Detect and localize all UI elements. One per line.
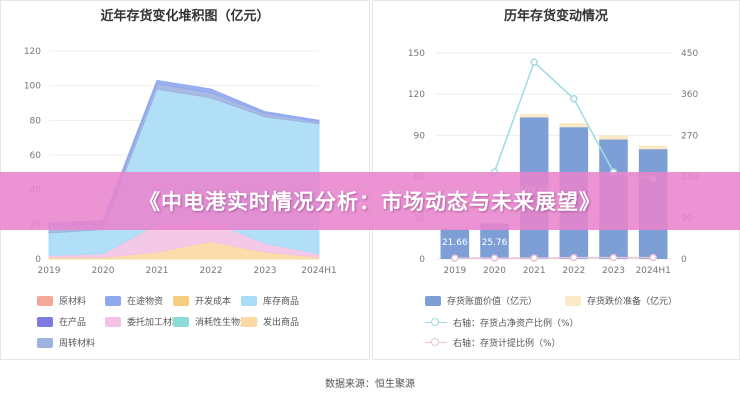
legend-label: 右轴：存货计提比例（%） [453,339,561,349]
bar-impairment [559,123,589,128]
line-point-provision_line [530,254,538,262]
legend-label: 消耗性生物资产 [195,318,259,328]
line-point-ratio_line [530,58,538,66]
y-tick-label: 100 [24,82,41,92]
bar-data-label: 25.76 [482,238,508,248]
legend-item-in_transit[interactable]: 在途物资 [105,294,163,307]
legend-swatch [425,317,447,328]
x-tick-label: 2023 [602,266,625,276]
x-tick-label: 2021 [523,266,546,276]
line-point-provision_line [570,253,578,262]
headline-banner-text: 《中电港实时情况分析：市场动态与未来展望》 [139,190,601,214]
legend-swatch [105,295,121,306]
y2-tick-label: 360 [681,90,698,100]
inventory-change-legend: 存货账面价值（亿元） 存货跌价准备（亿元） 右轴：存货占净资产比例（%） 右轴：存货计… [373,1,740,361]
legend-label: 右轴：存货占净资产比例（%） [453,319,579,329]
line-point-provision_line [490,254,499,262]
x-tick-label: 2024H1 [301,266,336,276]
legend-item-dev_cost[interactable]: 开发成本 [173,294,231,307]
legend-item-book_value[interactable]: 存货账面价值（亿元） [425,294,537,307]
legend-label: 开发成本 [195,297,232,307]
bar-impairment [519,113,549,118]
line-point-provision_line [649,253,657,262]
legend-item-consumable_bio[interactable]: 消耗性生物资产 [173,315,258,328]
chart-title-inventory-change: 历年存货变动情况 [503,9,608,24]
legend-swatch [241,316,257,327]
legend-label: 存货账面价值（亿元） [447,297,538,307]
legend-swatch [173,316,189,327]
legend-item-inventory_goods[interactable]: 库存商品 [241,294,299,307]
x-tick-label: 2021 [146,266,169,276]
legend-item-consigned[interactable]: 委托加工材料 [105,315,181,328]
legend-label: 发出商品 [263,318,300,328]
y-tick-label: 0 [35,255,41,265]
x-tick-label: 2019 [443,266,466,276]
x-tick-label: 2020 [92,266,115,276]
headline-banner: 《中电港实时情况分析：市场动态与未来展望》 [0,172,740,230]
x-tick-label: 2022 [200,266,223,276]
y-tick-label: 120 [24,47,41,57]
legend-swatch [425,295,441,306]
legend-label: 原材料 [59,297,87,307]
legend-label: 库存商品 [263,297,300,307]
legend-swatch [565,295,581,306]
legend-label: 在途物资 [127,297,164,307]
legend-swatch [173,295,189,306]
x-tick-label: 2022 [562,266,585,276]
legend-item-shipped[interactable]: 发出商品 [241,315,299,328]
legend-label: 周转材料 [59,339,96,349]
bar-data-label: 21.66 [442,238,468,248]
bar-impairment [638,145,668,150]
bar-book-value [440,229,470,259]
legend-item-raw_material[interactable]: 原材料 [37,294,86,307]
legend-item-turnover_material[interactable]: 周转材料 [37,336,95,349]
legend-swatch [37,295,53,306]
legend-item-impairment[interactable]: 存货跌价准备（亿元） [565,294,677,307]
legend-item-wip[interactable]: 在产品 [37,315,86,328]
y-tick-label: 60 [30,151,42,161]
line-point-provision_line [451,254,459,262]
legend-label: 在产品 [59,318,87,328]
y-tick-label: 150 [408,49,425,59]
legend-swatch [37,337,53,348]
y2-tick-label: 0 [681,255,687,265]
bar-impairment [599,135,628,140]
legend-item-ratio_line[interactable]: 右轴：存货占净资产比例（%） [425,316,579,329]
inventory-stack-legend: 原材料 在途物资 开发成本 库存商品在产品 委托加工材料 消耗性生物资产 发出商品周转材料 [1,1,371,361]
chart-title-inventory-stack: 近年存货变化堆积图（亿元） [100,9,270,24]
y-tick-label: 120 [408,90,425,100]
y2-tick-label: 450 [681,49,698,59]
legend-item-provision_line[interactable]: 右轴：存货计提比例（%） [425,336,561,349]
line-point-provision_line [609,253,618,262]
y2-tick-label: 270 [681,131,698,141]
x-tick-label: 2023 [254,266,277,276]
legend-label: 存货跌价准备（亿元） [587,297,678,307]
legend-swatch [425,337,447,348]
legend-swatch [241,295,257,306]
data-source-note: 数据来源：恒生聚源 [325,379,415,390]
legend-swatch [37,316,53,327]
line-point-ratio_line [570,95,578,103]
x-tick-label: 2019 [38,266,61,276]
y-tick-label: 0 [419,255,425,265]
x-tick-label: 2024H1 [635,266,670,276]
y-tick-label: 80 [30,116,42,126]
legend-label: 委托加工材料 [127,318,182,328]
legend-swatch [105,316,121,327]
y-tick-label: 90 [414,131,426,141]
x-tick-label: 2020 [483,266,506,276]
